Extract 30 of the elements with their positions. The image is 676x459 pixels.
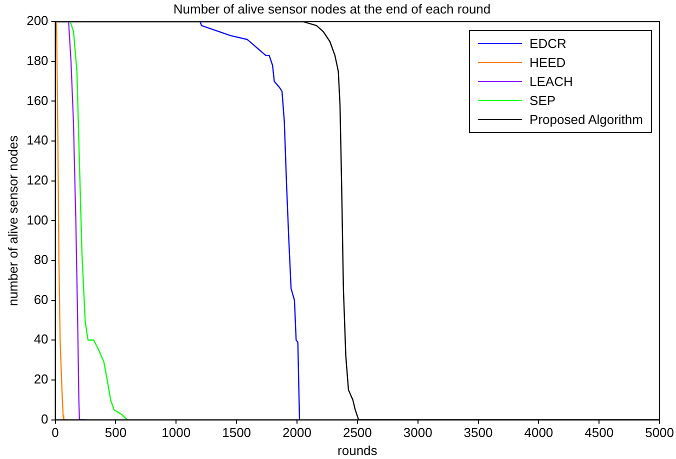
y-tick-label: 100 [26,212,48,228]
y-tick-label: 40 [34,332,48,347]
x-tick-label: 3000 [403,425,432,440]
x-tick-label: 3500 [464,425,493,440]
legend-label: HEED [530,54,566,70]
x-tick-label: 1500 [222,425,252,440]
x-tick-label: 5000 [645,425,674,440]
legend-label: SEP [530,92,556,108]
legend-label: Proposed Algorithm [530,112,643,127]
x-tick-label: 4000 [524,425,554,440]
x-tick-label: 1000 [162,425,191,440]
x-tick-label: 0 [52,425,59,440]
y-tick-label: 140 [26,132,48,148]
y-tick-label: 60 [34,292,48,307]
y-tick-label: 180 [26,53,48,68]
x-tick-label: 2000 [282,425,312,440]
y-tick-label: 120 [26,172,48,188]
x-tick-label: 4500 [584,425,614,440]
x-tick-label: 500 [104,425,127,440]
legend-label: EDCR [530,36,566,51]
legend-label: LEACH [530,74,573,89]
y-tick-label: 200 [26,13,48,28]
y-tick-label: 80 [34,252,48,268]
chart-title: Number of alive sensor nodes at the end of each round [173,1,491,16]
y-tick-label: 0 [41,411,48,426]
x-tick-label: 2500 [342,425,372,440]
y-axis-title: number of alive sensor nodes [5,134,20,306]
y-tick-label: 20 [34,372,48,387]
x-axis-title: rounds [338,442,378,458]
y-tick-label: 160 [26,92,48,108]
